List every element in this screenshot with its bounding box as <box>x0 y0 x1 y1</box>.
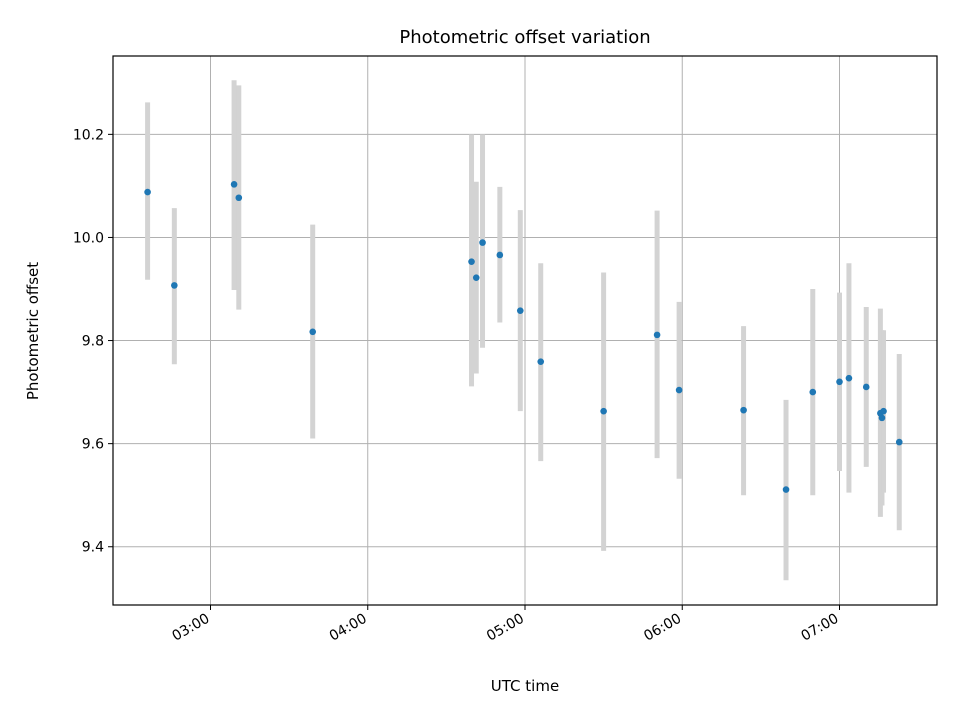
data-point-13 <box>675 386 683 394</box>
data-point-6 <box>472 274 480 281</box>
data-point-1 <box>171 282 178 289</box>
y-tick-label-0: 9.4 <box>82 540 104 556</box>
x-axis-title: UTC time <box>491 677 559 695</box>
data-point-18 <box>845 374 853 382</box>
y-axis-ticks: 9.4 9.6 9.8 10.0 10.2 <box>73 127 113 556</box>
x-tick-label-0: 03:00 <box>170 611 213 645</box>
y-tick-label-2: 9.8 <box>82 334 104 350</box>
x-tick-label-2: 05:00 <box>484 611 527 645</box>
data-point-0 <box>144 188 151 196</box>
errorbar-layer <box>145 80 902 581</box>
y-tick-label-3: 10.0 <box>73 230 104 246</box>
data-point-4 <box>309 328 317 336</box>
data-point-8 <box>496 251 504 259</box>
data-point-2 <box>230 181 238 188</box>
data-point-16 <box>809 388 817 396</box>
x-axis-ticks: 03:00 04:00 05:00 06:00 07:00 <box>170 605 842 645</box>
chart-title: Photometric offset variation <box>399 27 650 48</box>
data-point-23 <box>895 438 903 446</box>
y-tick-label-4: 10.2 <box>73 127 104 143</box>
y-axis-title: Photometric offset <box>24 262 42 400</box>
y-tick-label-1: 9.6 <box>82 437 104 453</box>
data-point-19 <box>862 383 870 391</box>
point-layer <box>144 181 903 493</box>
data-point-7 <box>479 239 486 246</box>
data-point-10 <box>537 358 545 365</box>
data-point-3 <box>235 194 243 202</box>
data-point-11 <box>600 407 607 415</box>
data-point-9 <box>516 307 524 314</box>
x-tick-label-1: 04:00 <box>327 611 370 645</box>
data-point-14 <box>740 406 747 414</box>
data-point-5 <box>468 258 475 265</box>
data-point-12 <box>653 331 661 339</box>
data-point-22 <box>880 407 887 415</box>
data-point-21 <box>878 414 886 422</box>
x-tick-label-4: 07:00 <box>799 611 842 645</box>
data-point-17 <box>836 378 843 386</box>
x-tick-label-3: 06:00 <box>641 611 684 645</box>
data-point-15 <box>782 486 790 493</box>
